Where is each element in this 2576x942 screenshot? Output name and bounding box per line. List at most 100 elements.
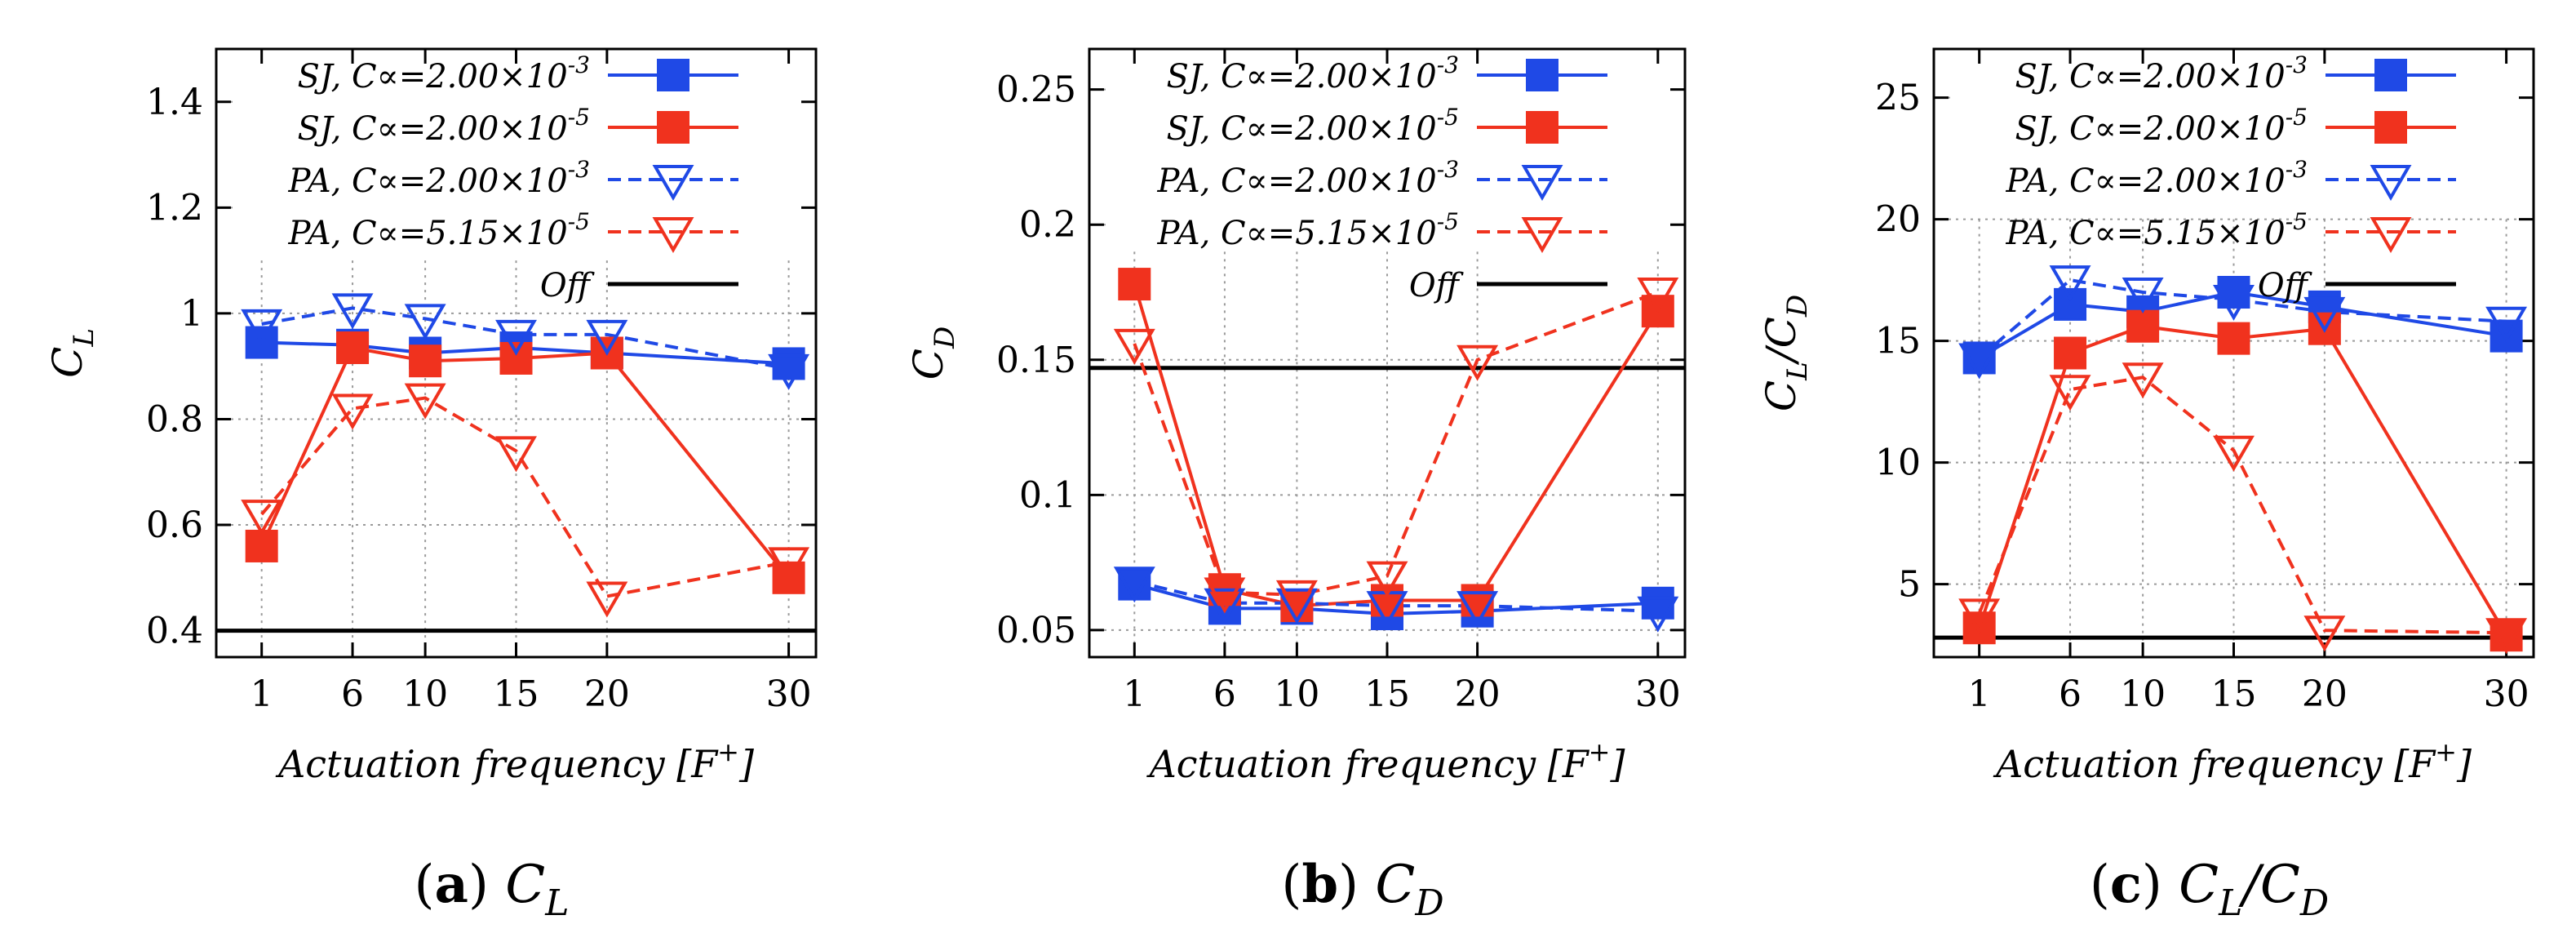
x-tick-label: 10 — [2120, 673, 2166, 715]
data-point-s2 — [2217, 322, 2250, 355]
legend-marker — [1526, 59, 1558, 91]
data-point-s2 — [1371, 584, 1403, 617]
data-point-s4 — [2122, 362, 2164, 399]
legend-marker — [657, 111, 689, 144]
data-point-s3 — [1204, 588, 1246, 624]
x-tick-label: 30 — [2484, 673, 2529, 715]
panel-caption: (b) CD — [1281, 854, 1443, 924]
data-point-s3 — [586, 319, 628, 356]
x-tick-label: 1 — [1123, 673, 1146, 715]
y-tick-label: 5 — [1898, 564, 1921, 606]
legend-label: SJ, C∝=2.00×10-3 — [2015, 51, 2308, 96]
data-point-s4 — [331, 393, 374, 430]
x-tick-label: 6 — [341, 673, 364, 715]
data-point-s4 — [404, 383, 446, 420]
legend-label: SJ, C∝=2.00×10-5 — [1167, 104, 1459, 148]
data-point-s2 — [409, 344, 442, 378]
data-point-s1 — [2217, 276, 2250, 309]
legend-marker — [2374, 59, 2407, 91]
x-tick-label: 10 — [1274, 673, 1319, 715]
data-point-s1 — [1118, 567, 1151, 601]
x-tick-label: 6 — [2059, 673, 2082, 715]
legend-marker — [2374, 111, 2407, 144]
data-point-s1 — [1641, 586, 1674, 620]
y-tick-label: 10 — [1875, 442, 1921, 484]
data-point-s4 — [1366, 561, 1408, 598]
legend: SJ, C∝=2.00×10-3 SJ, C∝=2.00×10-5 PA, C∝=2… — [2005, 51, 2456, 304]
data-point-s4 — [1958, 598, 2001, 635]
data-point-s3 — [2213, 284, 2255, 321]
data-point-s3 — [1113, 567, 1155, 603]
data-point-s2 — [2126, 309, 2160, 343]
data-point-s3 — [1637, 596, 1679, 633]
legend-label: PA, C∝=2.00×10-3 — [287, 156, 590, 200]
legend-label: SJ, C∝=2.00×10-3 — [1167, 51, 1459, 96]
series-line-2 — [1977, 324, 2508, 637]
panel-caption: (a) CL — [415, 854, 570, 924]
panel-caption: (c) CL/CD — [2090, 854, 2329, 924]
y-tick-label: 0.15 — [996, 340, 1076, 381]
legend-marker — [657, 59, 689, 91]
x-tick-label: 30 — [766, 673, 812, 715]
y-tick-label: 1.4 — [146, 82, 203, 123]
legend-label-off: Off — [2258, 267, 2313, 304]
y-tick-label: 25 — [1875, 78, 1921, 119]
series-line-3 — [1133, 580, 1658, 613]
x-tick-label: 15 — [2211, 673, 2257, 715]
legend-label-off: Off — [540, 267, 596, 304]
data-point-s2 — [336, 331, 370, 365]
y-tick-label: 20 — [1875, 199, 1921, 241]
series-line-4 — [260, 396, 789, 598]
data-point-s4 — [586, 581, 628, 618]
legend-label: PA, C∝=2.00×10-3 — [2005, 156, 2308, 200]
legend-label: PA, C∝=2.00×10-3 — [1156, 156, 1459, 200]
legend-marker — [652, 165, 694, 201]
legend-label: PA, C∝=5.15×10-5 — [287, 208, 590, 252]
x-tick-label: 1 — [251, 673, 273, 715]
x-tick-label: 1 — [1968, 673, 1991, 715]
data-point-s4 — [1204, 577, 1246, 614]
y-tick-label: 0.25 — [996, 69, 1076, 111]
data-point-s4 — [2213, 435, 2255, 472]
y-tick-label: 0.1 — [1019, 474, 1076, 516]
data-point-s4 — [241, 500, 283, 536]
data-point-s2 — [1461, 584, 1494, 617]
y-tick-label: 0.2 — [1019, 204, 1076, 246]
x-tick-label: 20 — [2302, 673, 2348, 715]
y-tick-label: 0.05 — [996, 610, 1076, 651]
series-line-4 — [1977, 375, 2507, 635]
x-axis-label: Actuation frequency [F+] — [275, 736, 754, 786]
y-axis-label: CL — [44, 328, 100, 378]
data-point-s1 — [2490, 319, 2523, 353]
x-tick-label: 10 — [402, 673, 448, 715]
data-point-s1 — [772, 347, 805, 380]
data-point-s3 — [495, 319, 537, 356]
legend-marker — [2370, 165, 2412, 201]
data-point-s4 — [2485, 618, 2528, 655]
data-point-s4 — [2303, 615, 2346, 652]
legend-label: SJ, C∝=2.00×10-5 — [298, 104, 590, 148]
data-point-s3 — [2485, 306, 2528, 343]
x-tick-label: 15 — [1364, 673, 1410, 715]
y-axis-label: CD — [905, 327, 961, 380]
data-point-s3 — [2303, 296, 2346, 333]
legend-marker — [652, 217, 694, 253]
y-tick-label: 0.8 — [146, 398, 203, 440]
legend-label: PA, C∝=5.15×10-5 — [2005, 208, 2308, 252]
y-tick-label: 1.2 — [146, 187, 203, 229]
data-point-s2 — [1118, 268, 1151, 301]
chart-panel-1: 0.4 0.6 0.8 1 1.2 1.4 1 6 10 15 20 30 Actuation freq… — [44, 47, 818, 924]
data-point-s2 — [499, 341, 533, 375]
x-tick-label: 6 — [1213, 673, 1236, 715]
data-point-s3 — [1958, 343, 2001, 380]
y-axis-label: CL/CD — [1758, 295, 1814, 411]
legend: SJ, C∝=2.00×10-3 SJ, C∝=2.00×10-5 PA, C∝=2… — [287, 51, 738, 304]
data-point-s3 — [1456, 591, 1499, 628]
series-line-2 — [259, 345, 791, 580]
data-point-s4 — [2049, 375, 2091, 411]
data-point-s3 — [1275, 588, 1318, 624]
legend-label: SJ, C∝=2.00×10-3 — [298, 51, 590, 96]
data-point-s4 — [1637, 278, 1679, 313]
